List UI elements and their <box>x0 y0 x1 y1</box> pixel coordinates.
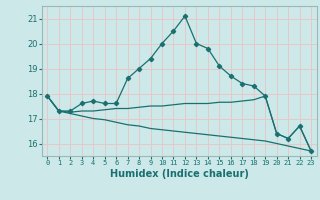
X-axis label: Humidex (Indice chaleur): Humidex (Indice chaleur) <box>110 169 249 179</box>
